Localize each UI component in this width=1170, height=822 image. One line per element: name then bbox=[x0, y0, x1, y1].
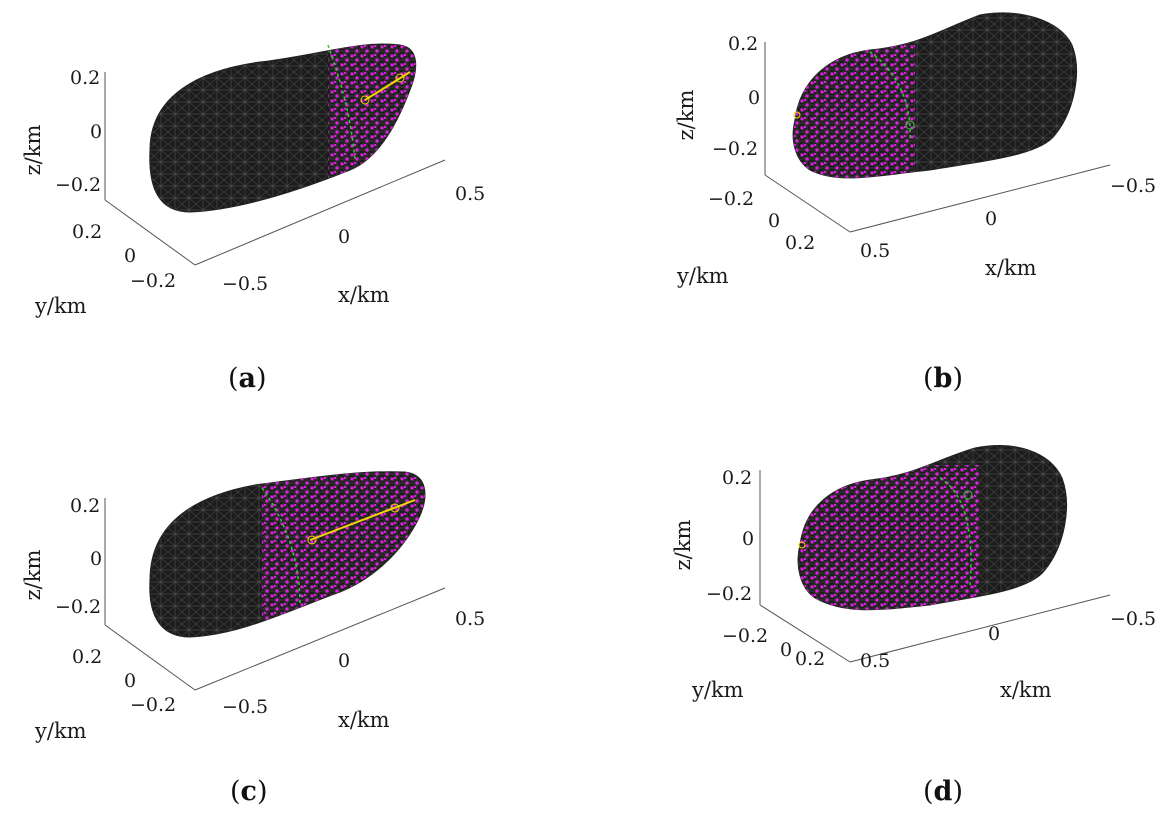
panel-c-z-tick: 0 bbox=[90, 548, 102, 570]
panel-a-y-tick: 0.2 bbox=[72, 221, 102, 243]
panel-d-landing-region bbox=[798, 465, 980, 610]
panel-c-x-label: x/km bbox=[338, 708, 390, 732]
panel-c-x-tick: 0.5 bbox=[455, 608, 485, 630]
panel-c-y-tick: 0 bbox=[124, 670, 136, 692]
panel-a-z-tick: 0.2 bbox=[70, 67, 100, 89]
panel-b-y-tick: −0.2 bbox=[708, 188, 754, 210]
panel-d-y-tick: −0.2 bbox=[722, 625, 768, 647]
panel-c-z-tick: 0.2 bbox=[70, 495, 100, 517]
panel-a-x-axis-line bbox=[194, 159, 446, 266]
panel-d-axes bbox=[759, 470, 1111, 663]
panel-b-landing-region bbox=[793, 40, 915, 178]
panel-c-z-tick: −0.2 bbox=[55, 596, 101, 618]
panel-a-x-tick: −0.5 bbox=[222, 273, 268, 295]
panel-b-z-tick: 0 bbox=[748, 87, 760, 109]
panel-a-landing-region bbox=[328, 43, 416, 190]
panel-b-z-tick: −0.2 bbox=[712, 138, 758, 160]
panel-c-z-label: z/km bbox=[21, 550, 45, 601]
panel-d-plot: 0.2 0 −0.2 z/km −0.2 0 0.2 y/km 0.5 0 −0… bbox=[671, 445, 1156, 702]
panel-c-y-axis-line bbox=[104, 624, 196, 691]
panel-a-y-label: y/km bbox=[34, 294, 87, 318]
panel-a-axes bbox=[104, 72, 446, 266]
panel-a-yellow-marker bbox=[395, 73, 405, 83]
panel-d-z-tick: −0.2 bbox=[706, 583, 752, 605]
panel-b-y-tick: 0.2 bbox=[785, 232, 815, 254]
panel-c-yellow-marker bbox=[390, 503, 400, 513]
panel-c-green-trajectory bbox=[261, 487, 301, 606]
panel-a-z-tick: −0.2 bbox=[55, 174, 101, 196]
panel-d-z-tick: 0.2 bbox=[722, 467, 752, 489]
panel-c-yellow-trajectory bbox=[309, 499, 416, 541]
panel-a-caption: (a) bbox=[228, 363, 267, 394]
panel-b-x-tick: −0.5 bbox=[1110, 175, 1156, 197]
panel-d-yellow-marker bbox=[798, 541, 806, 549]
panel-a-z-tick: 0 bbox=[90, 121, 102, 143]
panel-a-yellow-trajectory bbox=[364, 71, 411, 101]
panel-c-yellow-marker bbox=[307, 535, 317, 545]
panel-a-z-label: z/km bbox=[21, 125, 45, 176]
panel-d-green-marker bbox=[963, 490, 973, 500]
panel-b-y-label: y/km bbox=[676, 264, 729, 288]
panel-b-axes bbox=[764, 42, 1111, 233]
panel-b-plot: 0.2 0 −0.2 z/km −0.2 0 0.2 y/km 0.5 0 −0… bbox=[674, 12, 1156, 288]
panel-c-y-label: y/km bbox=[34, 719, 87, 743]
panel-c-y-tick: 0.2 bbox=[72, 646, 102, 668]
panel-d-x-tick: −0.5 bbox=[1110, 608, 1156, 630]
panel-a-x-tick: 0.5 bbox=[455, 183, 485, 205]
panel-d-asteroid bbox=[797, 445, 1067, 611]
panel-d-y-axis-line bbox=[759, 604, 851, 663]
panel-a-green-trajectory bbox=[327, 44, 356, 161]
panel-b-z-label: z/km bbox=[674, 90, 698, 141]
panel-c-x-tick: 0 bbox=[338, 650, 350, 672]
panel-a-x-label: x/km bbox=[338, 283, 390, 307]
panel-d-x-tick: 0 bbox=[988, 623, 1000, 645]
panel-c-x-axis-line bbox=[194, 587, 446, 691]
panel-a-plot: 0.2 0 −0.2 z/km 0.2 0 −0.2 y/km −0.5 0 0… bbox=[21, 43, 485, 318]
panel-b-green-marker bbox=[905, 120, 915, 130]
panel-b-x-tick: 0 bbox=[985, 208, 997, 230]
panel-d-z-tick: 0 bbox=[742, 528, 754, 550]
panel-b-caption: (b) bbox=[923, 363, 963, 394]
panel-c-plot: 0.2 0 −0.2 z/km 0.2 0 −0.2 y/km −0.5 0 0… bbox=[21, 471, 485, 743]
panel-c-caption: (c) bbox=[230, 776, 268, 807]
panel-d-z-label: z/km bbox=[671, 520, 695, 571]
panel-a-y-axis-line bbox=[104, 199, 196, 266]
panel-a-y-tick: 0 bbox=[124, 245, 136, 267]
panel-b-yellow-marker bbox=[793, 111, 801, 119]
panel-a-y-tick: −0.2 bbox=[130, 270, 176, 292]
panel-d-x-label: x/km bbox=[1000, 678, 1052, 702]
panel-b-asteroid bbox=[792, 12, 1078, 179]
panel-b-x-label: x/km bbox=[985, 256, 1037, 280]
panel-d-caption: (d) bbox=[923, 776, 963, 807]
panel-b-y-tick: 0 bbox=[768, 210, 780, 232]
panel-d-x-tick: 0.5 bbox=[860, 650, 890, 672]
panel-c-landing-region bbox=[262, 471, 425, 620]
panel-a-yellow-marker bbox=[360, 95, 370, 105]
panel-d-green-trajectory bbox=[939, 477, 972, 586]
panel-d-x-axis-line bbox=[849, 594, 1111, 663]
panel-b-x-axis-line bbox=[849, 164, 1111, 233]
panel-b-z-tick: 0.2 bbox=[728, 33, 758, 55]
panel-b-x-tick: 0.5 bbox=[860, 240, 890, 262]
panel-d-y-label: y/km bbox=[691, 678, 744, 702]
panel-c-y-tick: −0.2 bbox=[130, 694, 176, 716]
panel-b-y-axis-line bbox=[764, 174, 851, 233]
panel-c-axes bbox=[104, 498, 446, 691]
panel-a-x-tick: 0 bbox=[338, 226, 350, 248]
panel-c-x-tick: −0.5 bbox=[222, 696, 268, 718]
panel-d-y-tick: 0 bbox=[780, 639, 792, 661]
panel-d-y-tick: 0.2 bbox=[795, 648, 825, 670]
